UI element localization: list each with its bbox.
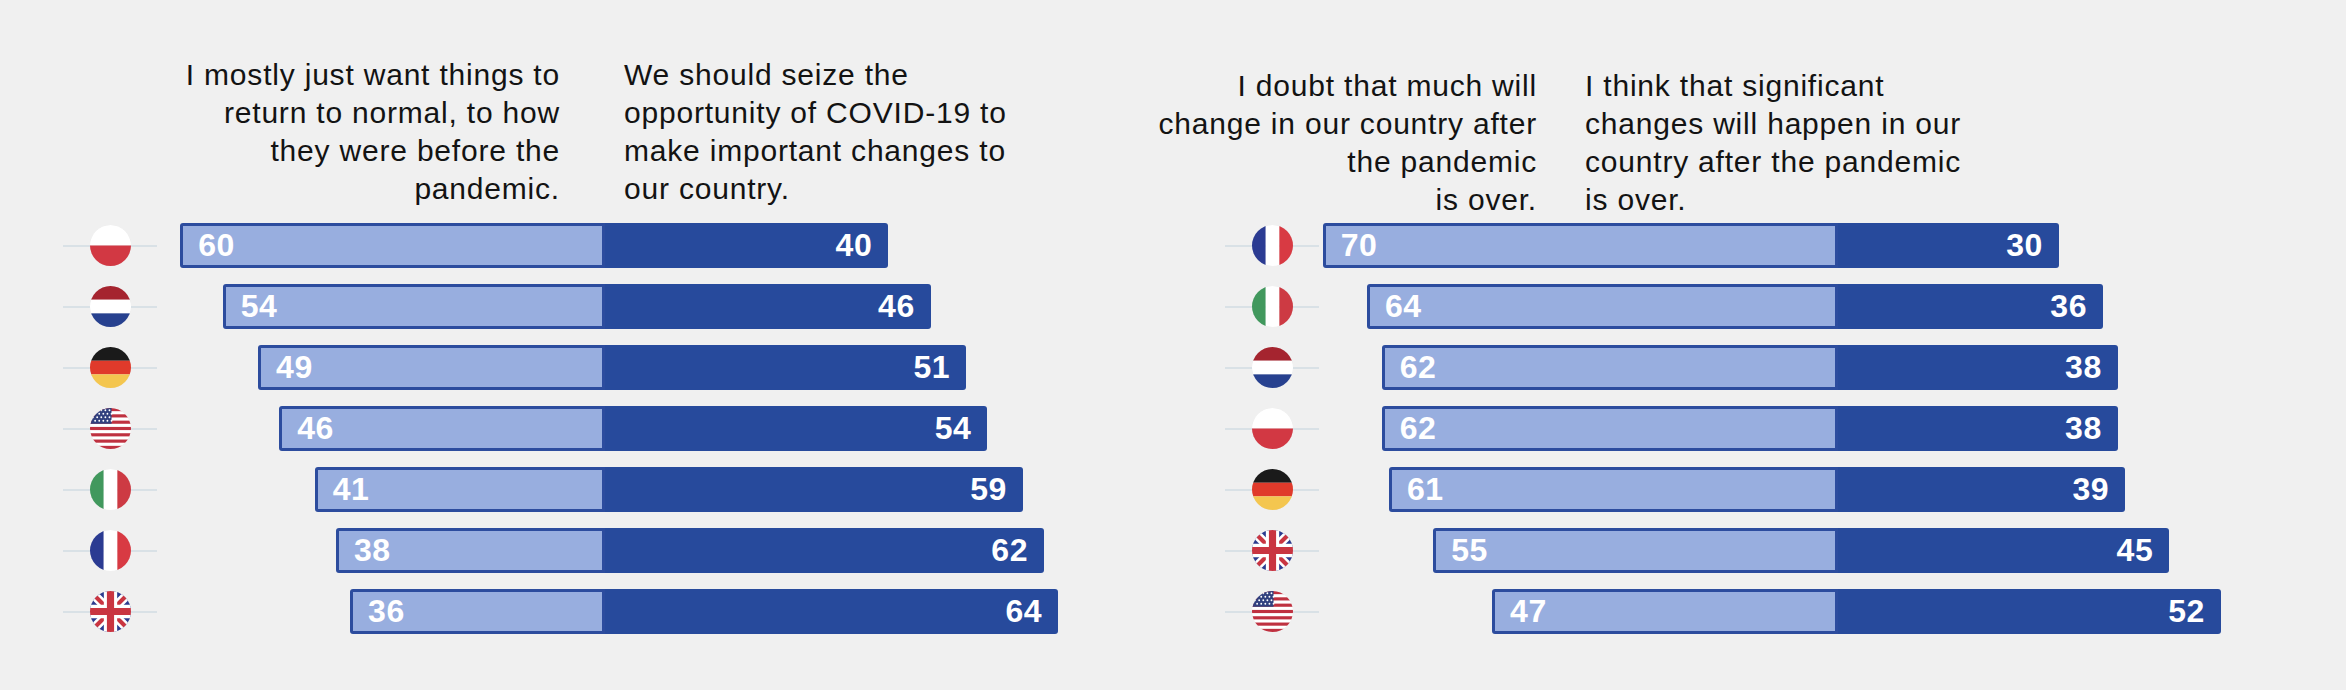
bar-left-value: 64 bbox=[1370, 288, 1422, 325]
bar-left-value: 62 bbox=[1385, 410, 1437, 447]
bar-right-segment: 51 bbox=[605, 345, 966, 390]
bar-right-value: 38 bbox=[2065, 410, 2118, 447]
france-flag-icon bbox=[1252, 225, 1293, 266]
bar-right-segment: 46 bbox=[605, 284, 931, 329]
bar-right-segment: 64 bbox=[605, 589, 1058, 634]
bar-right-value: 54 bbox=[935, 410, 988, 447]
bar-right-value: 38 bbox=[2065, 349, 2118, 386]
bar-left-value: 38 bbox=[339, 532, 391, 569]
bar-right-value: 30 bbox=[2006, 227, 2059, 264]
uk-flag-icon bbox=[90, 591, 131, 632]
bar-right-value: 46 bbox=[878, 288, 931, 325]
bar-left-value: 41 bbox=[318, 471, 370, 508]
bar-left-segment: 49 bbox=[258, 345, 605, 390]
bar-right-segment: 40 bbox=[605, 223, 888, 268]
chart1-left-statement: I mostly just want things to return to n… bbox=[60, 56, 560, 208]
bar-right-segment: 45 bbox=[1838, 528, 2169, 573]
bar-left-value: 55 bbox=[1436, 532, 1488, 569]
germany-flag-icon bbox=[1252, 469, 1293, 510]
bar-left-value: 49 bbox=[261, 349, 313, 386]
bar-right-segment: 36 bbox=[1838, 284, 2103, 329]
bar-left-segment: 64 bbox=[1367, 284, 1838, 329]
bar-right-value: 40 bbox=[836, 227, 889, 264]
bar-right-segment: 52 bbox=[1838, 589, 2221, 634]
bar-right-segment: 54 bbox=[605, 406, 987, 451]
germany-flag-icon bbox=[90, 347, 131, 388]
bar-left-value: 61 bbox=[1392, 471, 1444, 508]
bar-left-value: 47 bbox=[1495, 593, 1547, 630]
bar-left-value: 54 bbox=[226, 288, 278, 325]
bar-right-value: 45 bbox=[2117, 532, 2170, 569]
pandemic-attitudes-infographic: I mostly just want things to return to n… bbox=[0, 0, 2346, 690]
bar-left-value: 60 bbox=[183, 227, 235, 264]
bar-left-value: 62 bbox=[1385, 349, 1437, 386]
bar-left-segment: 38 bbox=[336, 528, 605, 573]
italy-flag-icon bbox=[90, 469, 131, 510]
chart2-left-statement: I doubt that much will change in our cou… bbox=[1037, 67, 1537, 219]
bar-right-value: 39 bbox=[2072, 471, 2125, 508]
bar-left-segment: 61 bbox=[1389, 467, 1838, 512]
bar-right-value: 62 bbox=[991, 532, 1044, 569]
bar-left-segment: 62 bbox=[1382, 345, 1838, 390]
bar-right-segment: 39 bbox=[1838, 467, 2125, 512]
poland-flag-icon bbox=[1252, 408, 1293, 449]
bar-left-segment: 70 bbox=[1323, 223, 1838, 268]
france-flag-icon bbox=[90, 530, 131, 571]
bar-right-value: 59 bbox=[970, 471, 1023, 508]
bar-right-value: 52 bbox=[2168, 593, 2221, 630]
bar-left-value: 46 bbox=[282, 410, 334, 447]
netherlands-flag-icon bbox=[1252, 347, 1293, 388]
bar-right-segment: 62 bbox=[605, 528, 1044, 573]
italy-flag-icon bbox=[1252, 286, 1293, 327]
bar-right-value: 51 bbox=[913, 349, 966, 386]
bar-right-value: 36 bbox=[2050, 288, 2103, 325]
uk-flag-icon bbox=[1252, 530, 1293, 571]
bar-right-segment: 59 bbox=[605, 467, 1023, 512]
bar-left-segment: 54 bbox=[223, 284, 605, 329]
bar-left-segment: 55 bbox=[1433, 528, 1838, 573]
bar-right-segment: 30 bbox=[1838, 223, 2059, 268]
bar-left-value: 36 bbox=[353, 593, 405, 630]
bar-right-segment: 38 bbox=[1838, 406, 2118, 451]
bar-left-value: 70 bbox=[1326, 227, 1378, 264]
bar-left-segment: 62 bbox=[1382, 406, 1838, 451]
bar-left-segment: 46 bbox=[279, 406, 605, 451]
bar-right-segment: 38 bbox=[1838, 345, 2118, 390]
bar-left-segment: 47 bbox=[1492, 589, 1838, 634]
bar-left-segment: 60 bbox=[180, 223, 605, 268]
netherlands-flag-icon bbox=[90, 286, 131, 327]
bar-left-segment: 41 bbox=[315, 467, 605, 512]
usa-flag-icon bbox=[90, 408, 131, 449]
bar-left-segment: 36 bbox=[350, 589, 605, 634]
usa-flag-icon bbox=[1252, 591, 1293, 632]
poland-flag-icon bbox=[90, 225, 131, 266]
chart2-right-statement: I think that significant changes will ha… bbox=[1585, 67, 2145, 219]
bar-right-value: 64 bbox=[1006, 593, 1059, 630]
